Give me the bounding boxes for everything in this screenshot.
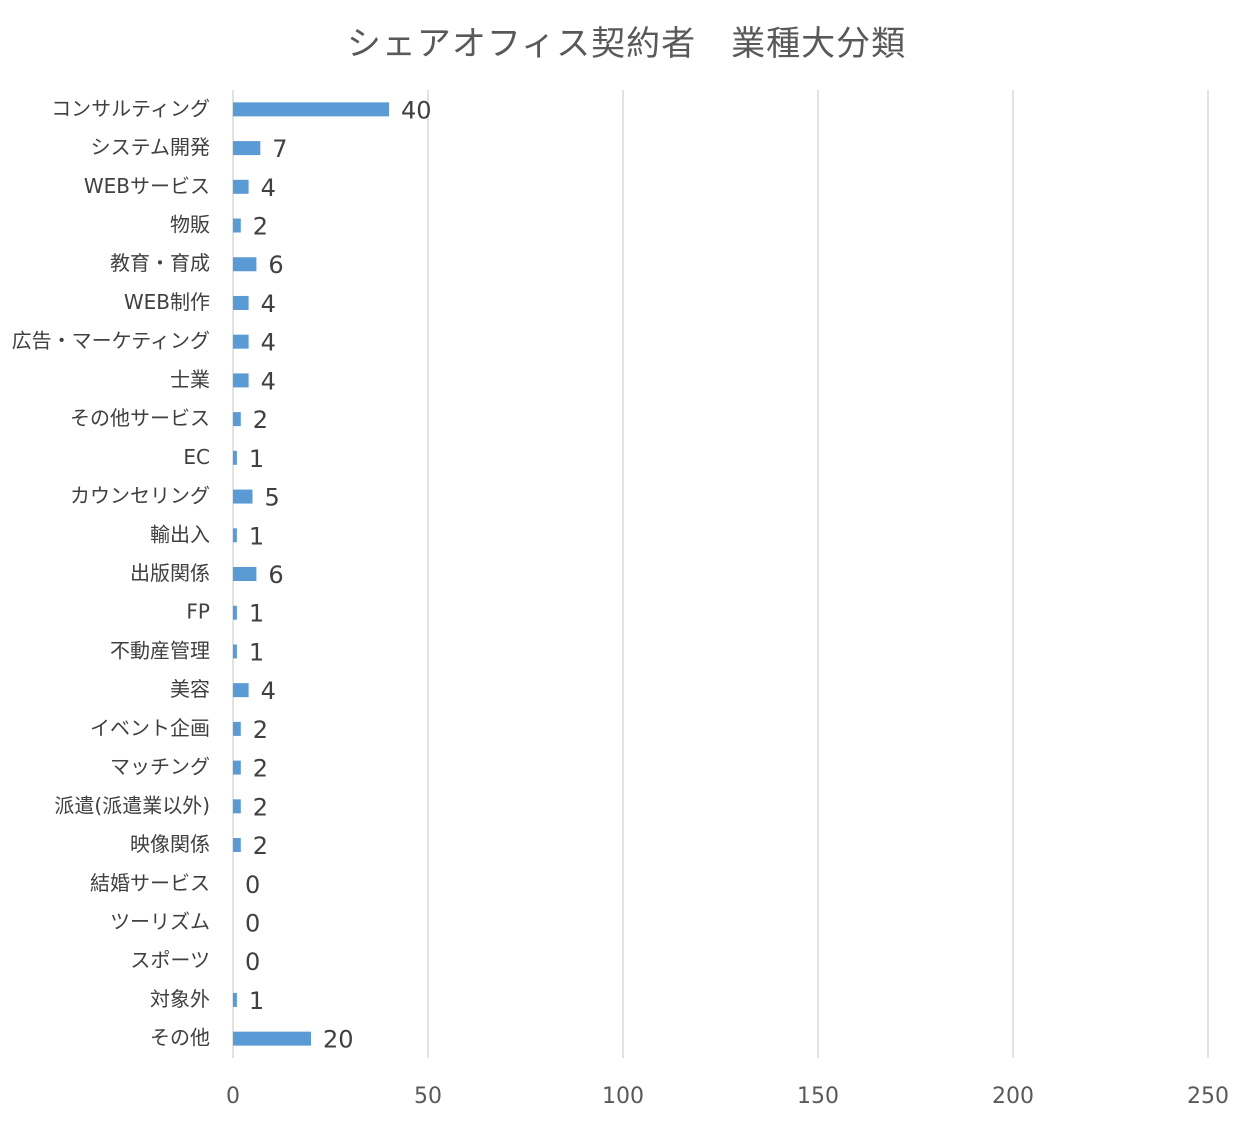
data-label: 0 — [245, 909, 260, 937]
data-label: 2 — [253, 213, 268, 241]
bar — [233, 1031, 311, 1046]
bar — [233, 257, 257, 272]
data-label: 5 — [265, 484, 280, 512]
category-label: カウンセリング — [70, 484, 210, 508]
bar — [233, 799, 241, 814]
data-label: 2 — [253, 716, 268, 744]
data-label: 2 — [253, 832, 268, 860]
bar — [233, 141, 261, 156]
bar — [233, 567, 257, 581]
bar — [233, 489, 253, 504]
bar — [233, 838, 241, 853]
category-label: 映像関係 — [130, 832, 210, 856]
category-label: 物販 — [170, 213, 210, 237]
data-label: 4 — [261, 677, 276, 705]
category-label: 教育・育成 — [110, 251, 210, 275]
data-label: 6 — [268, 561, 283, 589]
data-label: 1 — [249, 522, 264, 550]
data-label: 0 — [245, 948, 260, 976]
x-tick-label: 200 — [992, 1084, 1034, 1109]
bar — [233, 528, 237, 543]
category-label: 広告・マーケティング — [12, 329, 210, 353]
category-label: システム開発 — [91, 135, 210, 159]
data-label: 1 — [249, 638, 264, 666]
data-label: 7 — [272, 135, 287, 163]
category-label: FP — [186, 600, 210, 624]
category-label: その他サービス — [70, 406, 210, 430]
bars — [233, 102, 389, 1046]
data-label: 1 — [249, 445, 264, 473]
category-label: 士業 — [170, 367, 210, 391]
x-tick-label: 150 — [797, 1084, 839, 1109]
bar — [233, 218, 241, 233]
chart-title: シェアオフィス契約者 業種大分類 — [346, 24, 907, 64]
category-label: 派遣(派遣業以外) — [54, 793, 210, 817]
bar — [233, 450, 237, 465]
grid-lines — [232, 90, 1209, 1058]
bar — [233, 605, 237, 620]
data-label: 2 — [253, 406, 268, 434]
data-label: 4 — [261, 329, 276, 357]
bar — [233, 721, 241, 736]
data-label: 2 — [253, 793, 268, 821]
bar — [233, 760, 241, 775]
category-label: 輸出入 — [150, 522, 210, 546]
category-label: 美容 — [170, 677, 210, 701]
category-label: イベント企画 — [90, 716, 210, 740]
category-label: WEB制作 — [124, 290, 210, 314]
data-label: 4 — [261, 290, 276, 318]
category-label: 不動産管理 — [110, 638, 210, 662]
bar — [233, 992, 237, 1007]
category-label: コンサルティング — [51, 96, 210, 120]
bar — [233, 334, 249, 349]
category-label: EC — [183, 445, 210, 469]
bar — [233, 644, 237, 659]
data-label: 20 — [323, 1026, 354, 1054]
data-label: 1 — [249, 600, 264, 628]
category-label: マッチング — [110, 755, 210, 779]
bar — [233, 412, 241, 427]
data-label: 6 — [268, 251, 283, 279]
category-label: WEBサービス — [84, 174, 210, 198]
data-label: 40 — [401, 96, 432, 124]
x-tick-label: 0 — [226, 1084, 240, 1109]
data-label: 4 — [261, 174, 276, 202]
category-label: 結婚サービス — [90, 871, 210, 895]
data-label: 2 — [253, 755, 268, 783]
bar — [233, 179, 249, 194]
x-tick-label: 250 — [1187, 1084, 1229, 1109]
x-axis-tick-labels: 0 50 100 150 200 250 — [226, 1084, 1229, 1109]
category-label: 対象外 — [150, 987, 210, 1011]
bar — [233, 373, 249, 388]
data-label: 4 — [261, 367, 276, 395]
category-label: その他 — [150, 1026, 210, 1050]
bar — [233, 295, 249, 310]
bar — [233, 683, 249, 698]
category-label: 出版関係 — [130, 561, 210, 585]
data-label: 1 — [249, 987, 264, 1015]
category-label: ツーリズム — [110, 909, 210, 933]
bar — [233, 102, 389, 117]
x-tick-label: 100 — [602, 1084, 644, 1109]
category-label: スポーツ — [130, 948, 210, 972]
data-label: 0 — [245, 871, 260, 899]
x-tick-label: 50 — [414, 1084, 442, 1109]
